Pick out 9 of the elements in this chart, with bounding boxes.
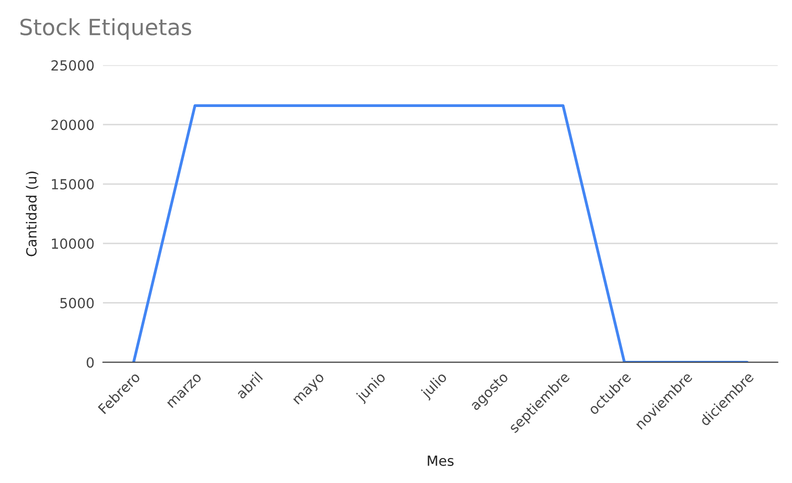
y-tick-label: 25000 bbox=[51, 60, 94, 71]
y-tick-label: 15000 bbox=[52, 178, 94, 190]
y-tick-label: 0 bbox=[86, 357, 94, 368]
y-tick-label: 10000 bbox=[52, 238, 94, 249]
x-axis-title: Mes bbox=[428, 456, 454, 466]
y-tick-label: 5000 bbox=[60, 298, 94, 308]
y-axis-title: Cantidad (u) bbox=[26, 172, 38, 256]
y-tick-label: 20000 bbox=[51, 120, 94, 130]
chart-title: Stock Etiquetas bbox=[20, 18, 192, 40]
